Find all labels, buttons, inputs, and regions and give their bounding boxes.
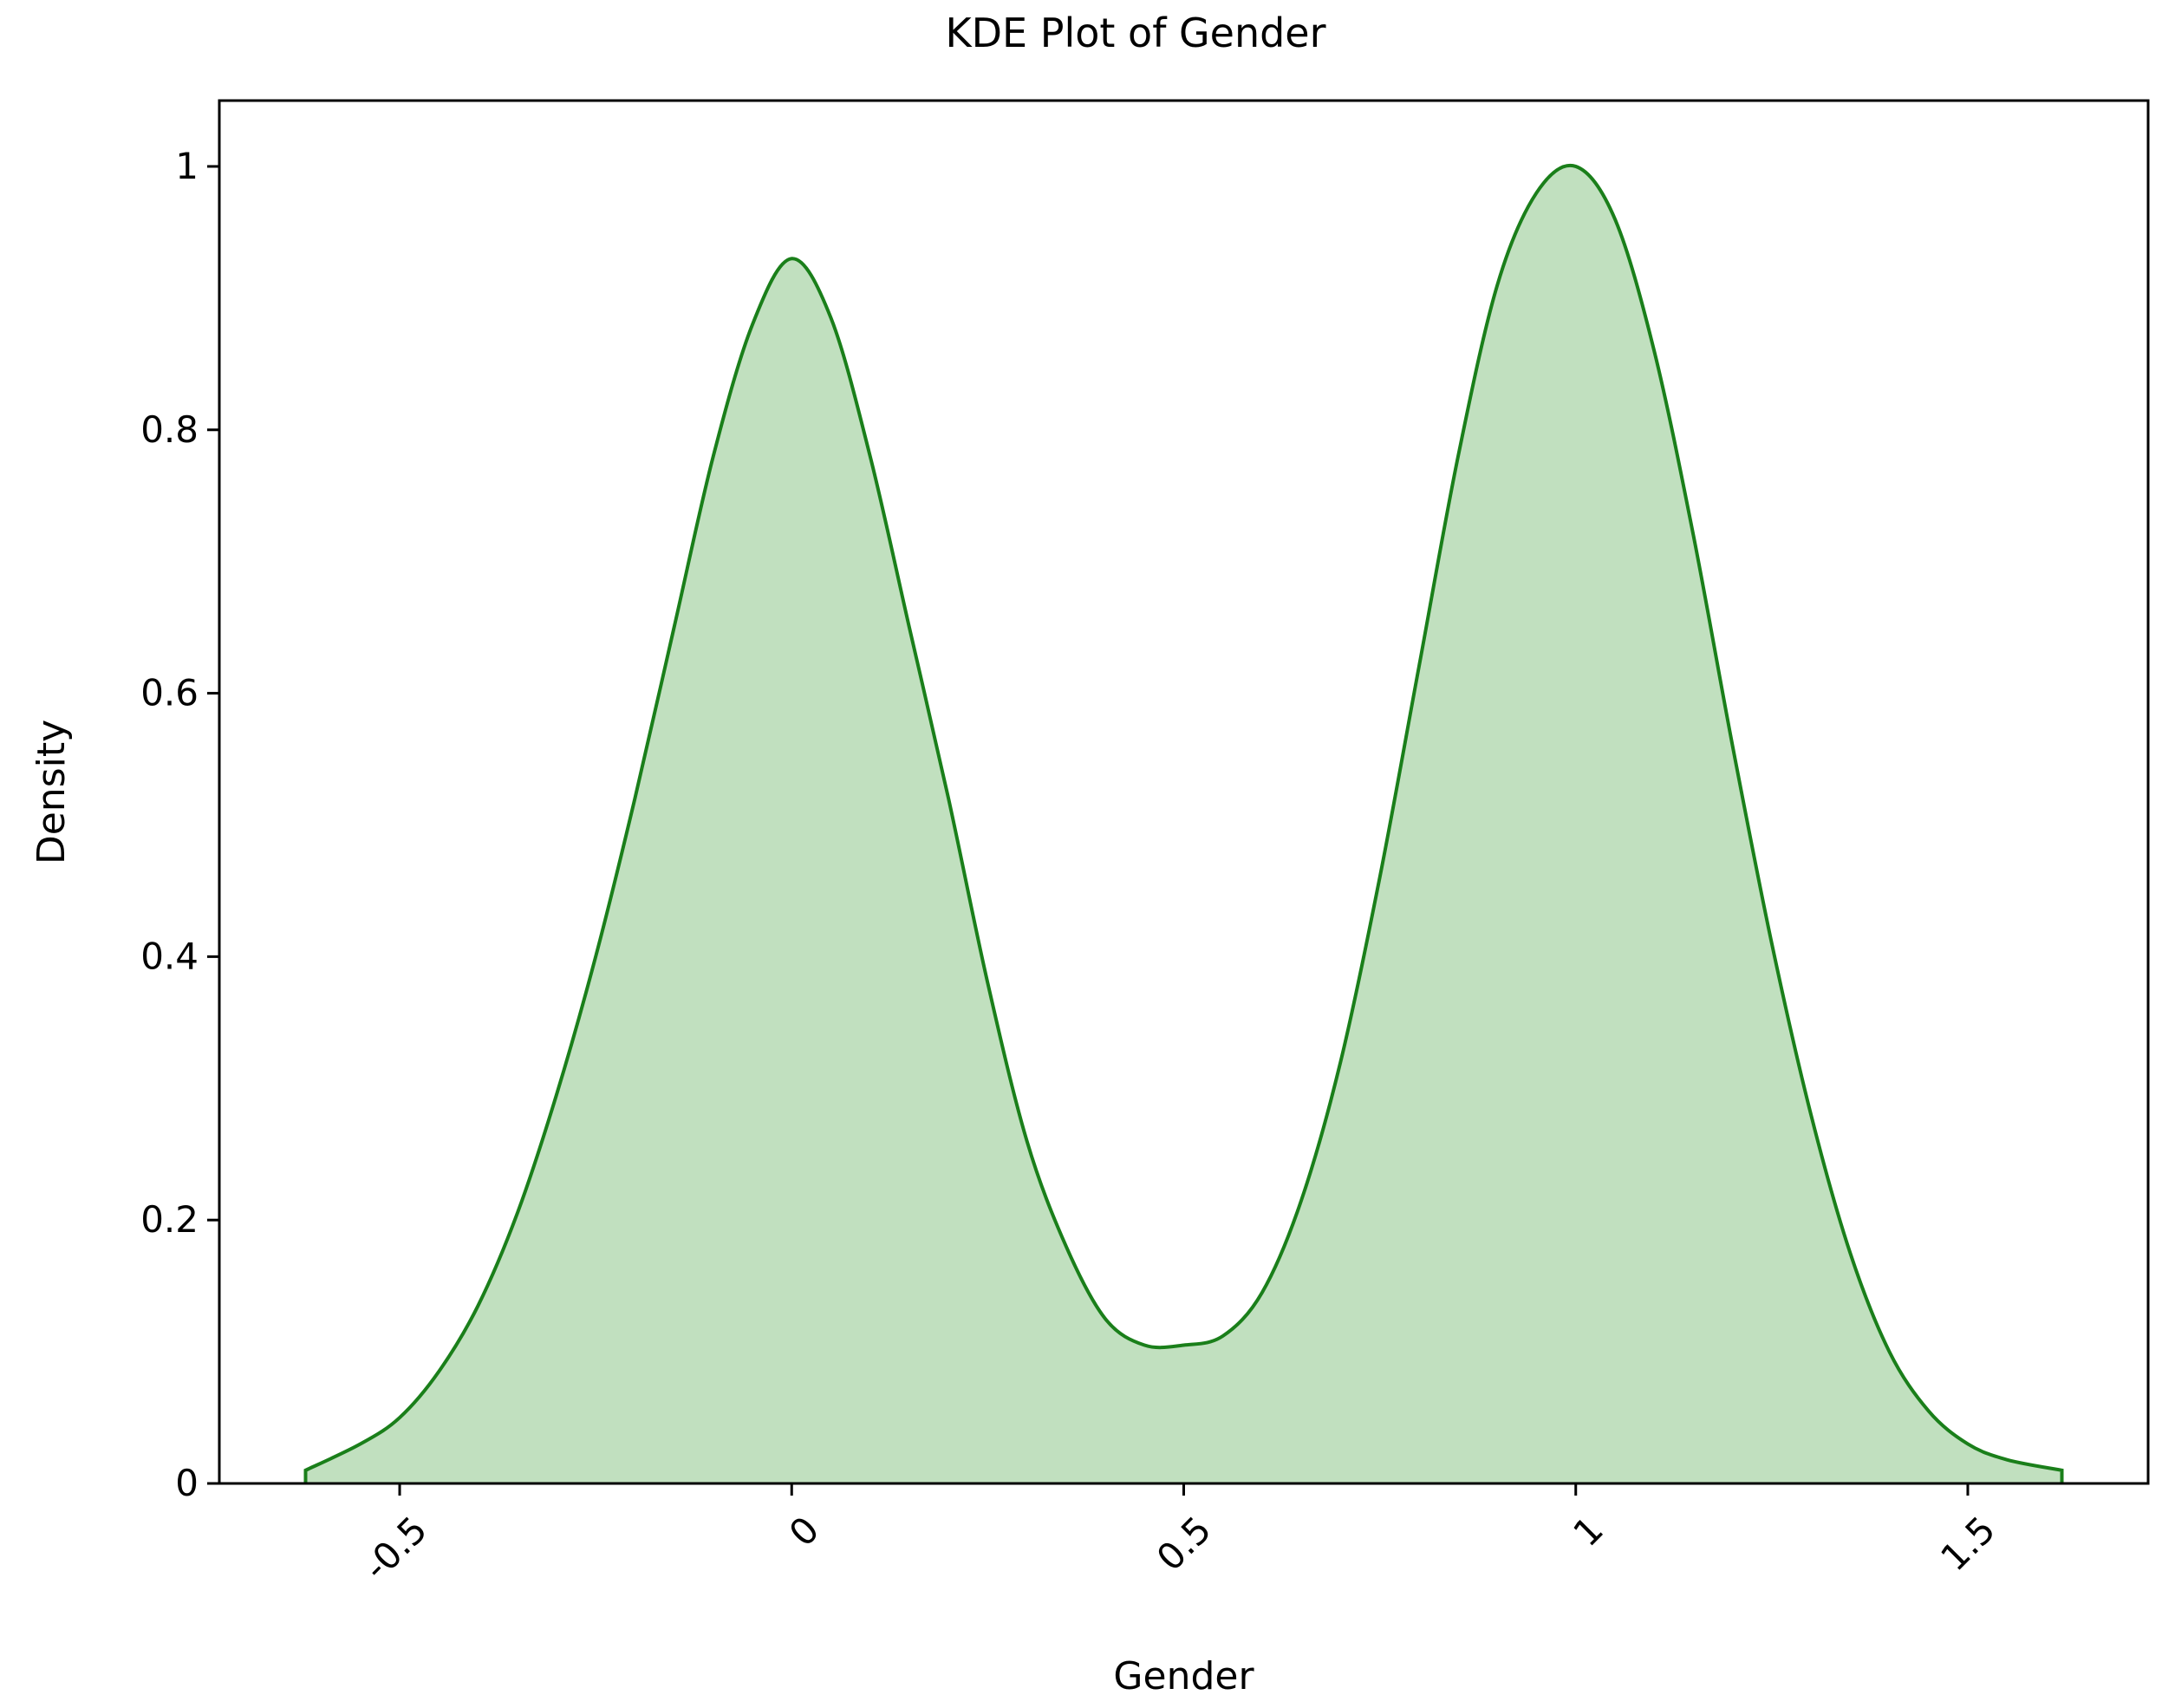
y-tick-label: 0.6 xyxy=(140,672,199,714)
y-tick-label: 0 xyxy=(175,1462,199,1504)
x-tick-label: 0.5 xyxy=(1149,1508,1220,1579)
kde-curve-line xyxy=(303,163,2064,1483)
x-tick-label: 0 xyxy=(781,1508,828,1555)
y-tick-label: 0.4 xyxy=(140,935,199,977)
y-tick-label: 0.8 xyxy=(140,408,199,451)
y-tick-label: 0.2 xyxy=(140,1198,199,1241)
kde-fill-area xyxy=(305,165,2062,1483)
x-axis-title: Gender xyxy=(1113,1654,1254,1698)
chart-title: KDE Plot of Gender xyxy=(945,10,1325,56)
x-axis: -0.5 0 0.5 1 1.5 xyxy=(355,1483,2003,1588)
x-tick-label: -0.5 xyxy=(355,1508,436,1588)
x-tick-label: 1.5 xyxy=(1932,1508,2003,1579)
y-axis-title: Density xyxy=(29,720,74,864)
y-axis: 0 0.2 0.4 0.6 0.8 1 xyxy=(140,145,219,1504)
y-tick-label: 1 xyxy=(175,145,199,187)
plot-area xyxy=(218,99,2150,1485)
x-tick-label: 1 xyxy=(1565,1508,1612,1555)
